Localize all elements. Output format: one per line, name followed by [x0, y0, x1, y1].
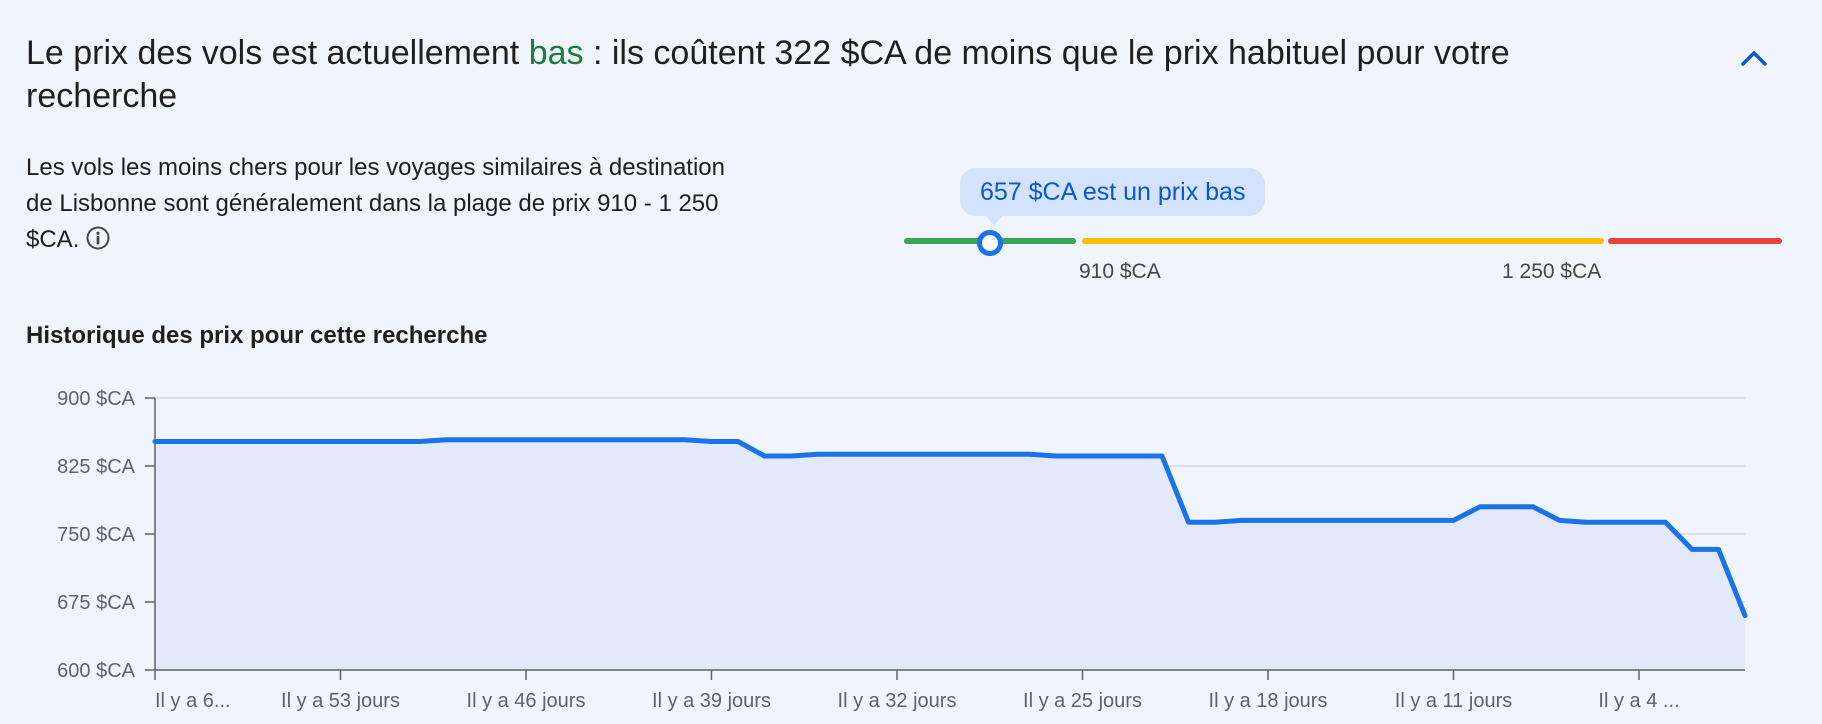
- current-price-marker: [977, 230, 1003, 256]
- y-tick-label: 675 $CA: [57, 592, 135, 614]
- y-tick-label: 600 $CA: [57, 660, 135, 682]
- headline-prefix: Le prix des vols est actuellement: [26, 34, 520, 72]
- headline: Le prix des vols est actuellement bas : …: [26, 32, 1626, 118]
- current-price-bubble: 657 $CA est un prix bas: [960, 168, 1266, 226]
- x-tick-label: Il y a 53 jours: [281, 690, 400, 712]
- y-tick-label: 825 $CA: [57, 456, 135, 478]
- x-tick-label: Il y a 39 jours: [652, 690, 771, 712]
- x-tick-label: Il y a 25 jours: [1023, 690, 1142, 712]
- y-tick-label: 900 $CA: [57, 388, 135, 410]
- chevron-up-icon: [1741, 51, 1767, 66]
- headline-status: bas: [528, 34, 584, 72]
- x-tick-label: Il y a 6...: [155, 690, 231, 712]
- x-tick-label: Il y a 4 ...: [1598, 690, 1679, 712]
- high-price-segment: [1608, 238, 1782, 244]
- price-history-title: Historique des prix pour cette recherche: [26, 322, 488, 349]
- x-tick-label: Il y a 18 jours: [1209, 690, 1328, 712]
- price-range-indicator: 657 $CA est un prix bas 910 $CA 1 250 $C…: [900, 160, 1782, 300]
- x-tick-label: Il y a 11 jours: [1395, 690, 1512, 712]
- typical-price-segment: [1082, 238, 1604, 244]
- collapse-button[interactable]: [1736, 40, 1772, 76]
- price-history-chart[interactable]: 900 $CA 825 $CA 750 $CA 675 $CA 600 $CA Il y …: [0, 370, 1822, 724]
- range-low-label: 910 $CA: [1079, 260, 1161, 283]
- x-tick-label: Il y a 32 jours: [838, 690, 957, 712]
- price-range-description: Les vols les moins chers pour les voyage…: [26, 150, 736, 262]
- price-area: [155, 439, 1745, 670]
- x-tick-label: Il y a 46 jours: [467, 690, 586, 712]
- y-tick-label: 750 $CA: [57, 524, 135, 546]
- headline-suffix: : ils coûtent 322 $CA de moins que le pr…: [26, 34, 1510, 115]
- info-icon[interactable]: [85, 225, 111, 262]
- description-text: Les vols les moins chers pour les voyage…: [26, 154, 725, 253]
- range-high-label: 1 250 $CA: [1502, 260, 1602, 283]
- price-line: [152, 437, 1748, 619]
